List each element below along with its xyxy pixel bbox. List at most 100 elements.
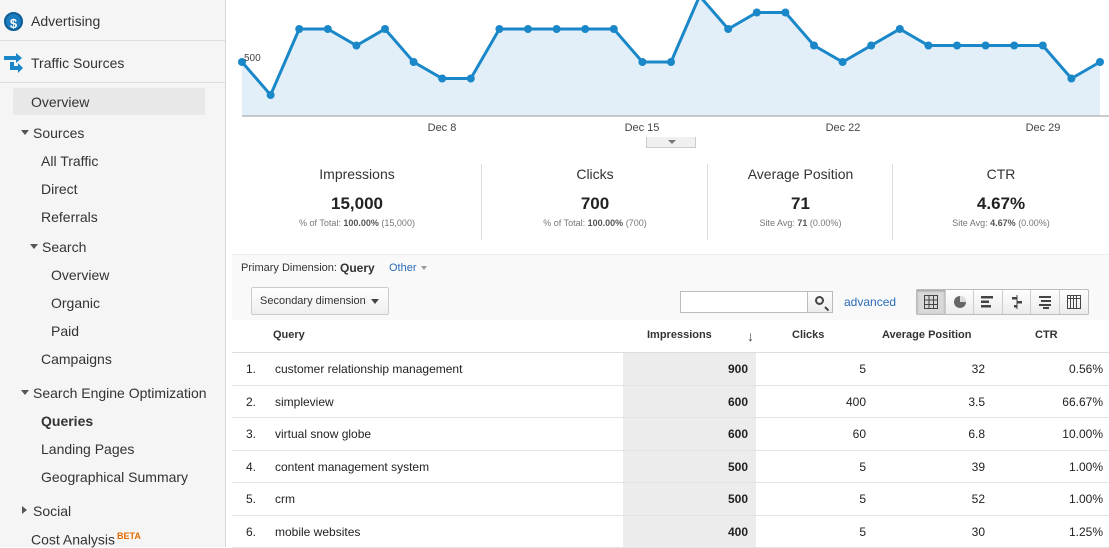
primary-dimension-other-dropdown[interactable]: Other bbox=[389, 262, 427, 274]
x-tick-label: Dec 15 bbox=[625, 122, 660, 134]
sidebar-section-traffic-sources[interactable]: Traffic Sources bbox=[0, 42, 225, 83]
chart-collapse-toggle[interactable] bbox=[646, 137, 696, 148]
chart-data-point[interactable] bbox=[638, 58, 646, 66]
chart-data-point[interactable] bbox=[810, 42, 818, 50]
primary-dimension-label: Primary Dimension: bbox=[241, 262, 337, 274]
sidebar-item-campaigns[interactable]: Campaigns bbox=[41, 351, 112, 367]
view-pie-button[interactable] bbox=[946, 290, 975, 314]
x-tick-label: Dec 8 bbox=[428, 122, 457, 134]
chart-data-point[interactable] bbox=[1010, 42, 1018, 50]
sidebar-item-search[interactable]: Search bbox=[30, 239, 86, 255]
chart-data-point[interactable] bbox=[924, 42, 932, 50]
metric-sub-prefix: Site Avg: bbox=[760, 218, 798, 228]
chart-data-point[interactable] bbox=[896, 25, 904, 33]
chart-data-point[interactable] bbox=[953, 42, 961, 50]
advanced-filter-link[interactable]: advanced bbox=[844, 295, 896, 309]
chart-data-point[interactable] bbox=[553, 25, 561, 33]
secondary-dimension-dropdown[interactable]: Secondary dimension bbox=[251, 287, 389, 315]
chart-data-point[interactable] bbox=[839, 58, 847, 66]
sidebar-item-all-traffic[interactable]: All Traffic bbox=[41, 153, 98, 169]
sidebar-item-sources[interactable]: Sources bbox=[21, 125, 84, 141]
ctr-cell: 0.56% bbox=[1069, 362, 1103, 376]
sidebar-item-referrals[interactable]: Referrals bbox=[41, 209, 98, 225]
view-performance-button[interactable] bbox=[974, 290, 1003, 314]
sidebar-item-organic[interactable]: Organic bbox=[51, 295, 100, 311]
query-cell[interactable]: virtual snow globe bbox=[275, 427, 371, 441]
chart-data-point[interactable] bbox=[753, 9, 761, 17]
query-cell[interactable]: simpleview bbox=[275, 395, 334, 409]
table-search-button[interactable] bbox=[807, 291, 833, 313]
chart-data-point[interactable] bbox=[724, 25, 732, 33]
sidebar-item-social[interactable]: Social bbox=[22, 503, 71, 519]
query-cell[interactable]: customer relationship management bbox=[275, 362, 462, 376]
view-comparison-button[interactable] bbox=[1003, 290, 1032, 314]
chart-data-point[interactable] bbox=[1039, 42, 1047, 50]
chart-data-point[interactable] bbox=[438, 75, 446, 83]
x-tick-label: Dec 22 bbox=[826, 122, 861, 134]
ctr-cell: 10.00% bbox=[1062, 427, 1103, 441]
sidebar-item-paid[interactable]: Paid bbox=[51, 323, 79, 339]
column-header-query[interactable]: Query bbox=[273, 329, 305, 341]
chart-data-point[interactable] bbox=[1067, 75, 1075, 83]
query-cell[interactable]: content management system bbox=[275, 460, 429, 474]
sidebar-advertising-label: Advertising bbox=[31, 13, 100, 29]
sidebar-item-direct[interactable]: Direct bbox=[41, 181, 78, 197]
column-header-avg-position[interactable]: Average Position bbox=[882, 329, 971, 341]
ctr-cell: 1.00% bbox=[1069, 492, 1103, 506]
chart-data-point[interactable] bbox=[381, 25, 389, 33]
chart-data-point[interactable] bbox=[324, 25, 332, 33]
metric-value: 700 bbox=[482, 194, 708, 214]
query-cell[interactable]: crm bbox=[275, 492, 295, 506]
chart-data-point[interactable] bbox=[352, 42, 360, 50]
chart-data-point[interactable] bbox=[610, 25, 618, 33]
chart-data-point[interactable] bbox=[267, 91, 275, 99]
table-view-switcher bbox=[916, 289, 1089, 315]
metric-sub-prefix: % of Total: bbox=[543, 218, 587, 228]
chart-data-point[interactable] bbox=[982, 42, 990, 50]
expand-triangle-icon bbox=[30, 244, 38, 249]
sidebar-item-geo-summary[interactable]: Geographical Summary bbox=[41, 469, 188, 485]
sidebar-item-queries[interactable]: Queries bbox=[41, 413, 93, 429]
view-table-button[interactable] bbox=[917, 290, 946, 314]
column-header-clicks[interactable]: Clicks bbox=[792, 329, 824, 341]
sidebar-item-seo[interactable]: Search Engine Optimization bbox=[21, 385, 207, 401]
sidebar-section-advertising[interactable]: $ Advertising bbox=[0, 0, 225, 41]
primary-dimension-query[interactable]: Query bbox=[340, 261, 375, 275]
column-header-impressions[interactable]: Impressions bbox=[647, 329, 712, 341]
column-header-ctr[interactable]: CTR bbox=[1035, 329, 1058, 341]
sidebar-social-label: Social bbox=[33, 503, 71, 519]
impressions-cell: 400 bbox=[728, 525, 748, 539]
clicks-cell: 5 bbox=[859, 525, 866, 539]
chart-data-point[interactable] bbox=[295, 25, 303, 33]
avg-position-cell: 32 bbox=[972, 362, 985, 376]
view-pivot-button[interactable] bbox=[1060, 290, 1088, 314]
sort-descending-icon[interactable]: ↓ bbox=[747, 328, 754, 344]
chart-data-point[interactable] bbox=[781, 9, 789, 17]
sidebar-item-overview[interactable]: Overview bbox=[13, 88, 205, 115]
view-term-cloud-button[interactable] bbox=[1031, 290, 1060, 314]
chart-data-point[interactable] bbox=[410, 58, 418, 66]
sidebar-item-search-overview[interactable]: Overview bbox=[51, 267, 109, 283]
table-search-input[interactable] bbox=[680, 291, 808, 313]
chart-data-point[interactable] bbox=[581, 25, 589, 33]
chart-data-point[interactable] bbox=[867, 42, 875, 50]
query-cell[interactable]: mobile websites bbox=[275, 525, 360, 539]
chart-data-point[interactable] bbox=[495, 25, 503, 33]
chart-data-point[interactable] bbox=[1096, 58, 1104, 66]
traffic-arrows-icon bbox=[2, 50, 26, 74]
chart-data-point[interactable] bbox=[467, 75, 475, 83]
chart-data-point[interactable] bbox=[524, 25, 532, 33]
metric-value: 15,000 bbox=[232, 194, 482, 214]
chart-data-point[interactable] bbox=[667, 58, 675, 66]
sidebar-item-landing-pages[interactable]: Landing Pages bbox=[41, 441, 134, 457]
dollar-icon: $ bbox=[4, 12, 23, 31]
